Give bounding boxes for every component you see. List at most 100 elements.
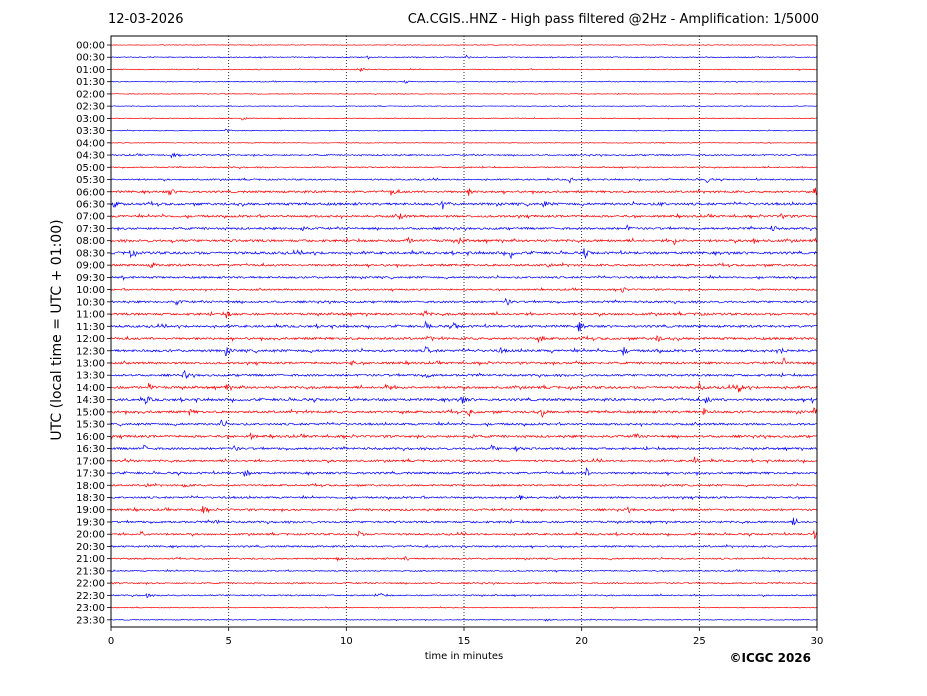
trace-11:00	[110, 309, 818, 319]
y-tick-label: 14:30	[76, 395, 105, 406]
y-tick-label: 16:00	[76, 432, 105, 443]
trace-02:30	[110, 105, 818, 108]
y-tick-label: 04:00	[76, 138, 105, 149]
date-label: 12-03-2026	[108, 12, 184, 27]
trace-19:30	[110, 517, 818, 526]
y-tick-label: 11:30	[76, 322, 105, 333]
y-tick-label: 02:30	[76, 102, 105, 113]
trace-03:00	[110, 116, 817, 121]
trace-06:30	[110, 200, 818, 210]
y-tick-label: 17:30	[76, 469, 105, 480]
trace-01:30	[110, 79, 818, 84]
trace-15:00	[110, 407, 818, 418]
y-tick-label: 08:00	[76, 236, 105, 247]
y-tick-label: 13:00	[76, 358, 105, 369]
y-tick-label: 19:00	[76, 505, 105, 516]
trace-16:30	[110, 444, 818, 453]
trace-08:30	[110, 248, 818, 260]
trace-02:00	[110, 92, 818, 96]
y-tick-label: 15:30	[76, 420, 105, 431]
trace-21:00	[110, 555, 818, 562]
trace-18:30	[110, 494, 818, 501]
y-tick-label: 05:00	[76, 163, 105, 174]
y-tick-label: 12:30	[76, 346, 105, 357]
y-tick-label: 05:30	[76, 175, 105, 186]
y-tick-label: 22:30	[76, 591, 105, 602]
trace-22:00	[110, 581, 818, 586]
y-tick-label: 02:00	[76, 89, 105, 100]
y-tick-label: 06:00	[76, 187, 105, 198]
x-axis-label: time in minutes	[424, 651, 504, 662]
trace-00:00	[110, 44, 818, 47]
seismic-traces	[110, 44, 818, 622]
x-tick-label: 30	[811, 636, 824, 647]
trace-23:00	[111, 606, 818, 609]
y-tick-label: 23:30	[76, 615, 105, 626]
y-tick-label: 07:00	[76, 212, 105, 223]
y-tick-label: 14:00	[76, 383, 105, 394]
y-tick-label: 22:00	[76, 579, 105, 590]
trace-23:30	[110, 618, 818, 622]
trace-11:30	[110, 320, 818, 332]
x-axis-ticks: 0 5 10 15 20 25 30	[108, 627, 824, 647]
trace-09:00	[110, 261, 818, 269]
trace-03:30	[110, 128, 818, 133]
trace-07:30	[110, 224, 818, 232]
x-tick-label: 15	[458, 636, 471, 647]
y-tick-label: 17:00	[76, 456, 105, 467]
y-tick-label: 09:30	[76, 273, 105, 284]
trace-14:30	[110, 396, 818, 406]
trace-07:00	[110, 212, 818, 220]
trace-22:30	[110, 593, 818, 599]
plot-frame	[110, 35, 818, 628]
plot-area-background	[111, 36, 817, 627]
x-tick-label: 25	[693, 636, 706, 647]
trace-20:00	[110, 530, 818, 540]
y-tick-label: 16:30	[76, 444, 105, 455]
y-tick-label: 00:30	[76, 53, 105, 64]
y-tick-label: 06:30	[76, 199, 105, 210]
y-tick-label: 18:00	[76, 481, 105, 492]
y-tick-label: 19:30	[76, 517, 105, 528]
chart-title: CA.CGIS..HNZ - High pass filtered @2Hz -…	[407, 12, 819, 27]
y-tick-label: 20:30	[76, 542, 105, 553]
trace-05:30	[110, 177, 818, 184]
copyright-notice: ©ICGC 2026	[729, 651, 811, 665]
y-tick-label: 00:00	[76, 41, 105, 52]
x-tick-label: 5	[225, 636, 231, 647]
y-tick-label: 10:30	[76, 297, 105, 308]
trace-15:30	[110, 419, 818, 428]
x-tick-label: 10	[340, 636, 353, 647]
y-tick-label: 03:30	[76, 126, 105, 137]
y-tick-label: 08:30	[76, 248, 105, 259]
y-tick-label: 18:30	[76, 493, 105, 504]
y-axis-label: UTC (local time = UTC + 01:00)	[49, 219, 65, 441]
trace-05:00	[110, 165, 818, 170]
y-tick-label: 21:30	[76, 566, 105, 577]
x-tick-label: 20	[575, 636, 588, 647]
y-tick-label: 07:30	[76, 224, 105, 235]
y-tick-label: 04:30	[76, 151, 105, 162]
y-tick-label: 10:00	[76, 285, 105, 296]
trace-06:00	[110, 187, 818, 196]
trace-00:30	[110, 54, 818, 60]
trace-17:30	[110, 467, 818, 477]
vertical-gridlines	[228, 36, 700, 627]
y-tick-label: 09:00	[76, 261, 105, 272]
trace-08:00	[110, 236, 818, 246]
y-tick-label: 12:00	[76, 334, 105, 345]
y-tick-label: 15:00	[76, 407, 105, 418]
trace-09:30	[110, 274, 818, 281]
trace-19:00	[110, 505, 818, 514]
trace-04:00	[110, 141, 818, 144]
trace-13:30	[110, 369, 818, 380]
trace-10:30	[110, 297, 818, 306]
trace-18:00	[110, 482, 818, 488]
trace-01:00	[110, 67, 818, 73]
trace-04:30	[110, 152, 818, 159]
y-tick-label: 23:00	[76, 603, 105, 614]
y-tick-label: 01:00	[76, 65, 105, 76]
trace-12:00	[110, 335, 818, 343]
